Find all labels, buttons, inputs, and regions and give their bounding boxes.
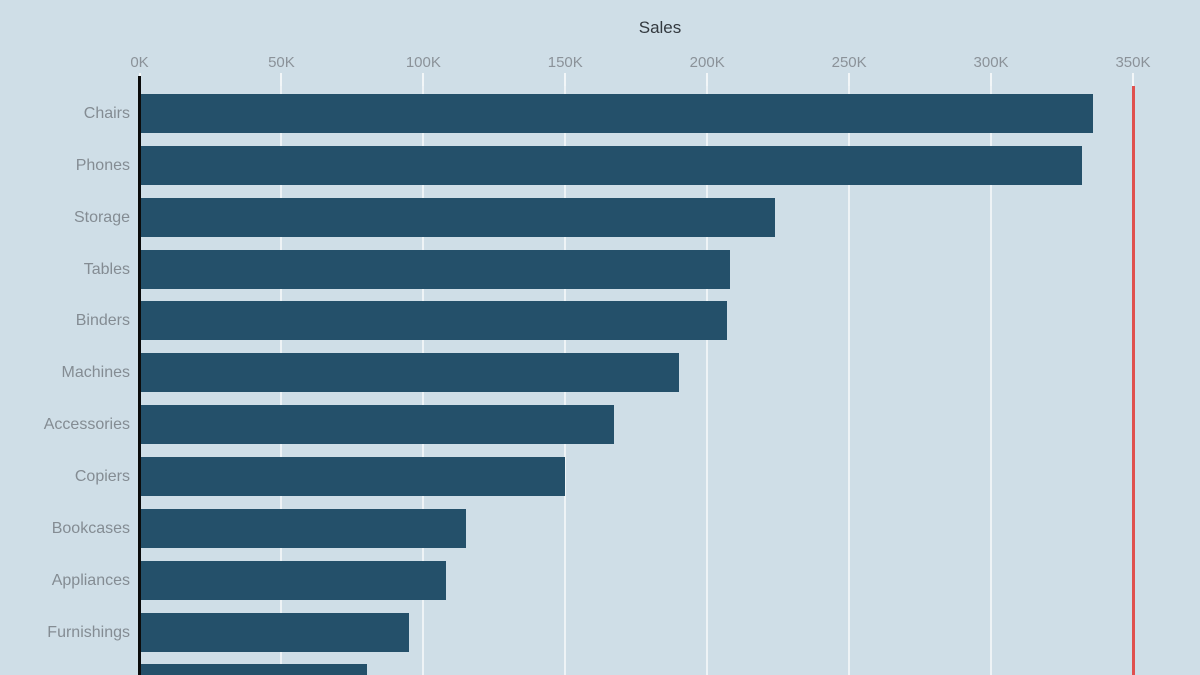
bar-storage[interactable] xyxy=(141,197,776,237)
category-label-storage: Storage xyxy=(73,208,130,226)
axis-tick-250K xyxy=(848,73,851,86)
category-label-phones: Phones xyxy=(75,156,130,174)
y-axis-line xyxy=(138,76,141,675)
bar-binders[interactable] xyxy=(141,301,728,341)
axis-tick-label: 50K xyxy=(268,54,295,71)
axis-tick-label: 0K xyxy=(130,54,149,71)
axis-tick-200K xyxy=(706,73,709,86)
category-label-appliances: Appliances xyxy=(51,571,130,589)
category-label xyxy=(0,664,130,675)
bar-furnishings[interactable] xyxy=(141,612,410,652)
category-label-furnishings: Furnishings xyxy=(47,623,130,641)
axis-tick-label: 250K xyxy=(831,54,867,71)
bar-bookcases[interactable] xyxy=(141,508,466,548)
axis-tick-label: 100K xyxy=(405,54,441,71)
axis-tick-50K xyxy=(280,73,283,86)
gridline-200K xyxy=(706,86,709,675)
gridline-250K xyxy=(848,86,851,675)
axis-tick-100K xyxy=(422,73,425,86)
axis-tick-label: 200K xyxy=(689,54,725,71)
category-label-binders: Binders xyxy=(75,312,130,330)
bar-appliances[interactable] xyxy=(141,560,447,600)
category-label-chairs: Chairs xyxy=(83,105,130,122)
reference-line[interactable] xyxy=(1131,86,1135,675)
category-label-bookcases: Bookcases xyxy=(51,519,130,537)
bar-phones[interactable] xyxy=(141,145,1082,185)
category-label-machines: Machines xyxy=(61,364,130,382)
category-label-tables: Tables xyxy=(83,260,130,278)
bar-machines[interactable] xyxy=(141,353,679,393)
axis-tick-300K xyxy=(990,73,993,86)
axis-tick-label: 150K xyxy=(547,54,583,71)
bar-copiers[interactable] xyxy=(141,456,566,496)
bar-accessories[interactable] xyxy=(141,405,614,445)
bar-chairs[interactable] xyxy=(141,94,1094,133)
bar-row-12[interactable] xyxy=(141,664,367,675)
axis-tick-label: 300K xyxy=(973,54,1009,71)
bar-tables[interactable] xyxy=(141,249,730,289)
axis-tick-150K xyxy=(564,73,567,86)
axis-tick-label: 350K xyxy=(1115,54,1151,71)
category-label-accessories: Accessories xyxy=(43,416,130,434)
axis-tick-350K xyxy=(1132,73,1134,86)
category-label-copiers: Copiers xyxy=(74,467,130,485)
chart-title: Sales xyxy=(638,18,682,37)
gridline-300K xyxy=(990,86,993,675)
